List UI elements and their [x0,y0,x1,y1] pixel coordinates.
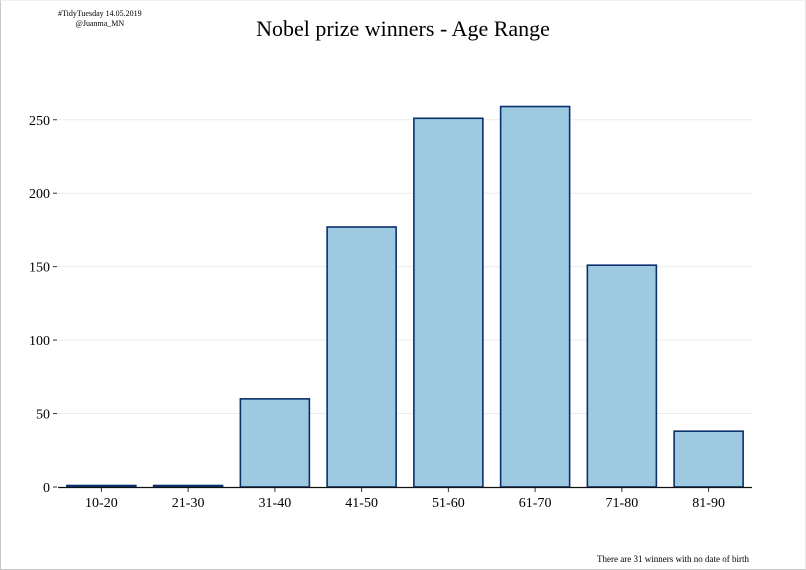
y-tick-label-250: 250 [29,114,50,129]
x-tick-label-41-50: 41-50 [345,496,378,511]
bars [66,105,744,488]
bar-51-60 [413,117,484,488]
x-tick-label-21-30: 21-30 [172,496,205,511]
bar-81-90 [673,430,744,488]
x-tick-label-10-20: 10-20 [85,496,118,511]
y-tick-label-150: 150 [29,261,50,276]
bar-21-30 [152,484,224,488]
footnote: There are 31 winners with no date of bir… [597,554,749,564]
chart-title: Nobel prize winners - Age Range [256,16,550,41]
x-tick-label-31-40: 31-40 [259,496,292,511]
x-tick-label-61-70: 61-70 [519,496,552,511]
y-tick-label-50: 50 [36,408,50,423]
bar-10-20 [66,484,137,488]
y-axis: 0 50 100 150 200 250 [29,114,57,496]
x-axis: 10-20 21-30 31-40 41-50 51-60 61-70 71-80 81-90 [85,488,725,511]
bar-71-80 [586,264,658,488]
x-tick-label-51-60: 51-60 [432,496,465,511]
y-tick-label-0: 0 [43,481,50,496]
x-tick-label-81-90: 81-90 [692,496,725,511]
x-tick-label-71-80: 71-80 [606,496,639,511]
y-tick-label-200: 200 [29,187,50,202]
bar-61-70 [499,105,571,488]
bar-41-50 [326,226,397,488]
credit-text: #TidyTuesday 14.05.2019 @Juanma_MN [58,9,142,29]
credit-line-hashtag: #TidyTuesday 14.05.2019 [58,9,142,18]
y-tick-label-100: 100 [29,334,50,349]
credit-line-handle: @Juanma_MN [75,19,125,28]
bar-31-40 [239,398,311,488]
